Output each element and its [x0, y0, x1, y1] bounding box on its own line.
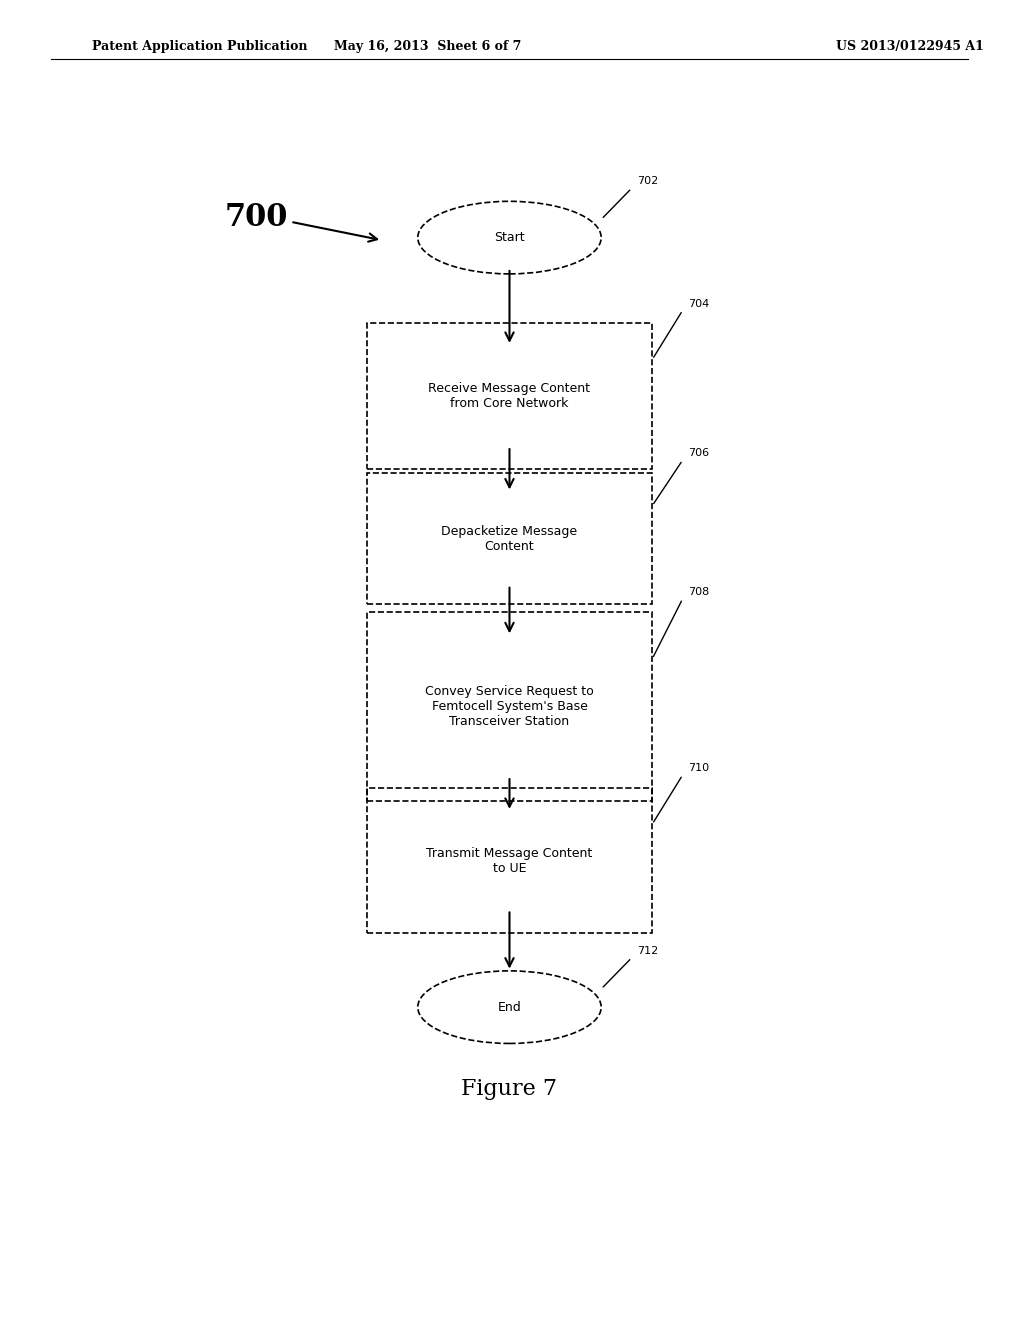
Text: Figure 7: Figure 7 — [462, 1078, 557, 1100]
Text: US 2013/0122945 A1: US 2013/0122945 A1 — [836, 40, 983, 53]
Text: 702: 702 — [637, 177, 658, 186]
Text: 704: 704 — [688, 298, 709, 309]
Text: Depacketize Message
Content: Depacketize Message Content — [441, 524, 578, 553]
Text: Start: Start — [495, 231, 524, 244]
Text: 700: 700 — [224, 202, 288, 234]
Text: Transmit Message Content
to UE: Transmit Message Content to UE — [426, 846, 593, 875]
Text: 712: 712 — [637, 946, 658, 956]
Text: 710: 710 — [688, 763, 709, 774]
Text: Receive Message Content
from Core Network: Receive Message Content from Core Networ… — [428, 381, 591, 411]
Text: Patent Application Publication: Patent Application Publication — [92, 40, 307, 53]
Text: End: End — [498, 1001, 521, 1014]
Text: 708: 708 — [688, 587, 709, 597]
Text: 706: 706 — [688, 449, 709, 458]
Text: Convey Service Request to
Femtocell System's Base
Transceiver Station: Convey Service Request to Femtocell Syst… — [425, 685, 594, 727]
Text: May 16, 2013  Sheet 6 of 7: May 16, 2013 Sheet 6 of 7 — [334, 40, 521, 53]
